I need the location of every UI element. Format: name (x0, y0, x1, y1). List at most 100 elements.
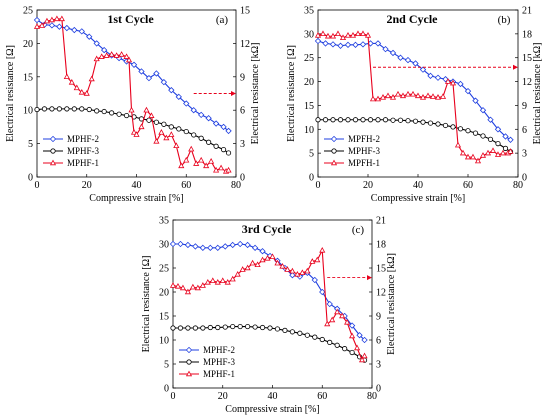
y2-tick-label: 15 (376, 264, 386, 275)
data-point-MPHF-1 (83, 90, 90, 96)
data-point-MPFH-1 (434, 94, 442, 100)
data-point-MPHF-1 (358, 356, 366, 363)
data-point-MPHF-2 (225, 127, 232, 135)
legend-label: MPHF-2 (67, 134, 99, 144)
data-point-MPHF-1 (133, 131, 140, 137)
data-point-MPHF-3 (176, 126, 182, 132)
legend-label: MPHF-1 (67, 158, 99, 168)
data-point-MPHF-3 (480, 133, 486, 139)
data-point-MPHF-3 (282, 327, 288, 333)
data-point-MPHF-1 (203, 162, 210, 169)
data-point-MPHF-1 (184, 288, 191, 295)
data-point-MPFH-1 (469, 153, 477, 160)
data-point-MPHF-1 (63, 73, 70, 79)
data-point-MPHF-2 (212, 120, 220, 127)
data-point-MPHF-3 (259, 324, 266, 331)
data-point-MPHF-1 (188, 145, 195, 152)
x-tick-label: 40 (413, 180, 423, 191)
data-point-MPFH-1 (454, 141, 462, 148)
x-axis-label: Compressive strain [%] (225, 404, 319, 415)
data-point-MPHF-1 (58, 15, 65, 22)
legend-marker (330, 135, 338, 143)
data-point-MPHF-1 (108, 51, 115, 57)
y-tick-label: 15 (304, 101, 314, 112)
data-point-MPHF-2 (348, 322, 356, 329)
data-point-MPHF-1 (143, 106, 150, 113)
legend-label: MPHF-3 (67, 146, 100, 156)
data-point-MPHF-1 (179, 284, 187, 291)
data-point-MPFH-2 (329, 41, 337, 48)
data-point-MPHF-2 (244, 241, 251, 249)
y2-axis-label: Electrical resistance [kΩ] (386, 253, 397, 355)
data-point-MPFH-2 (479, 107, 487, 114)
data-point-MPHF-1 (219, 277, 226, 284)
data-point-MPFH-2 (322, 40, 329, 47)
data-point-MPHF-3 (405, 118, 411, 124)
data-point-MPHF-3 (215, 324, 221, 331)
data-point-MPHF-3 (79, 106, 85, 112)
y2-tick-label: 12 (240, 39, 250, 50)
data-point-MPHF-3 (267, 325, 273, 331)
data-point-MPHF-3 (170, 325, 176, 331)
series-line-MPFH-1 (317, 33, 511, 162)
y2-axis-label: Electrical resistance [kΩ] (532, 43, 543, 145)
data-point-MPFH-1 (359, 30, 367, 37)
data-point-MPHF-3 (382, 117, 389, 123)
data-point-MPHF-2 (192, 243, 199, 250)
data-point-MPHF-1 (304, 267, 311, 274)
data-point-MPHF-1 (174, 282, 182, 289)
y-tick-label: 0 (28, 173, 33, 184)
y-tick-label: 10 (23, 106, 33, 117)
data-point-MPHF-2 (145, 74, 153, 82)
data-point-MPHF-1 (88, 75, 95, 82)
data-point-MPFH-1 (379, 94, 387, 100)
data-point-MPHF-3 (442, 122, 449, 129)
data-point-MPHF-1 (153, 137, 160, 144)
data-point-MPFH-2 (494, 126, 502, 133)
data-point-MPHF-3 (191, 132, 197, 138)
data-point-MPHF-2 (33, 16, 41, 24)
data-point-MPHF-3 (225, 150, 232, 156)
data-point-MPHF-1 (334, 308, 341, 315)
y2-tick-label: 9 (376, 312, 381, 323)
data-point-MPHF-1 (289, 267, 296, 274)
data-point-MPHF-2 (184, 241, 192, 249)
data-point-MPHF-2 (236, 240, 244, 248)
data-point-MPFH-1 (339, 34, 347, 41)
y2-tick-label: 21 (522, 6, 532, 17)
data-point-MPHF-1 (138, 123, 145, 130)
data-point-MPHF-1 (198, 156, 205, 163)
data-point-MPHF-3 (146, 117, 152, 123)
data-point-MPHF-1 (354, 344, 361, 351)
data-point-MPHF-3 (207, 324, 213, 331)
data-point-MPHF-1 (158, 129, 165, 135)
data-point-MPHF-1 (218, 164, 225, 171)
y2-tick-label: 3 (522, 149, 527, 160)
data-point-MPHF-3 (153, 119, 159, 125)
data-point-MPHF-1 (339, 312, 346, 319)
data-point-MPHF-2 (86, 33, 93, 40)
data-point-MPHF-3 (168, 124, 174, 130)
data-point-MPHF-3 (397, 117, 404, 123)
data-point-MPHF-1 (224, 278, 231, 285)
data-point-MPHF-1 (98, 53, 105, 59)
data-point-MPHF-2 (222, 243, 229, 250)
data-point-MPHF-3 (349, 349, 355, 356)
y-tick-label: 30 (304, 29, 314, 40)
data-point-MPHF-3 (71, 106, 77, 112)
x-tick-label: 0 (35, 180, 40, 191)
data-point-MPFH-1 (499, 149, 507, 156)
x-tick-label: 60 (181, 180, 191, 191)
data-point-MPHF-1 (168, 131, 175, 137)
y-tick-label: 25 (23, 6, 33, 17)
data-point-MPHF-3 (450, 124, 456, 130)
data-point-MPHF-2 (48, 22, 56, 29)
x-axis-label: Compressive strain [%] (89, 193, 183, 204)
data-point-MPHF-1 (344, 318, 351, 325)
data-point-MPHF-3 (109, 110, 115, 116)
data-point-MPFH-1 (324, 32, 332, 39)
y-tick-label: 25 (159, 264, 169, 275)
y2-axis-label: Electrical resistance [kΩ] (250, 43, 261, 145)
data-point-MPHF-1 (125, 56, 133, 63)
data-point-MPHF-3 (237, 323, 243, 330)
